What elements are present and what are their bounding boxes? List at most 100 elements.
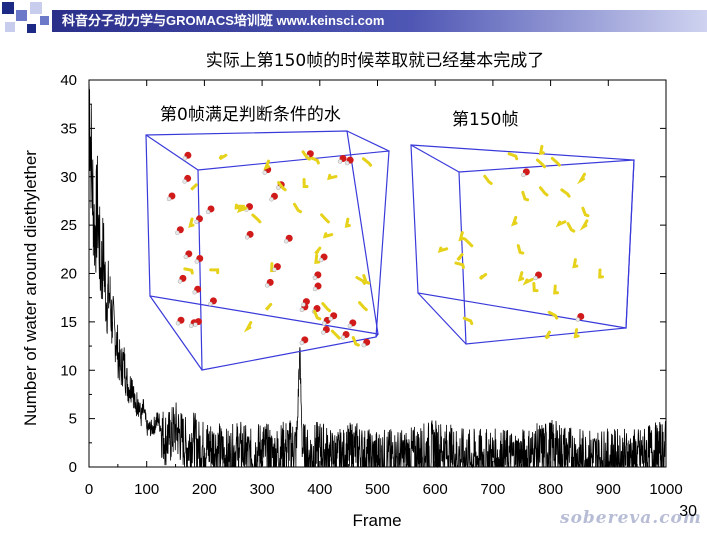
- x-tick-label: 800: [538, 481, 563, 498]
- inset-frame0-water-hydrogen: [194, 259, 199, 264]
- inset-frame0-water-hydrogen: [182, 156, 188, 161]
- header-square-3: [5, 22, 15, 32]
- inset-frame150-ether: [456, 253, 464, 262]
- inset-frame150-ether: [483, 174, 493, 185]
- inset-frame0-water-hydrogen: [205, 209, 211, 215]
- inset-frame0-water-hydrogen: [283, 239, 289, 244]
- x-tick-label: 900: [596, 481, 621, 498]
- inset-frame150-box-front-face: [410, 144, 635, 329]
- inset-frame0-water-hydrogen: [276, 185, 281, 190]
- x-tick-label: 100: [134, 481, 159, 498]
- series-layer: [88, 79, 667, 469]
- inset-frame0-ether: [183, 267, 194, 275]
- y-tick-label: 15: [60, 314, 77, 331]
- inset-frame0-water-hydrogen: [208, 301, 213, 307]
- inset-frame150-ether: [516, 244, 525, 255]
- inset-frame0-ether: [351, 336, 360, 347]
- y-tick-label: 10: [60, 362, 77, 379]
- inset-frame150-water-hydrogen: [533, 275, 538, 281]
- x-tick-label: 500: [365, 481, 390, 498]
- inset-label-frame0: 第0帧满足判断条件的水: [160, 105, 341, 125]
- inset-frame0-water-hydrogen: [272, 267, 277, 272]
- y-tick-label: 35: [60, 120, 77, 137]
- axis-layer: 0 100 200 300 400 500 600 700 800 900 1000 0 5 10 15 20…: [60, 72, 682, 498]
- inset-frame0-ether: [264, 302, 273, 311]
- x-axis-label: Frame: [352, 511, 401, 530]
- y-axis-label: Number of water around diethylether: [21, 150, 40, 426]
- inset-frame150-ether: [532, 282, 539, 293]
- header-square-6: [40, 16, 49, 25]
- inset-frame150-ether: [544, 330, 551, 340]
- inset-frame0-box-edge: [145, 134, 199, 171]
- inset-frame150-ether: [598, 268, 604, 279]
- inset-frame150-ether: [507, 152, 519, 161]
- inset-frame150-box-bg: [407, 141, 630, 332]
- inset-frame150-ether: [573, 328, 580, 339]
- inset-frame150-ether: [522, 277, 534, 286]
- inset-frame150-ether: [478, 272, 488, 280]
- inset-frame0: [142, 130, 390, 371]
- x-tick-label: 200: [192, 481, 217, 498]
- header-square-5: [27, 24, 36, 33]
- page-number: 30: [679, 503, 697, 520]
- slide-title: 实际上第150帧的时候萃取就已经基本完成了: [205, 51, 545, 71]
- inset-frame0-water-hydrogen: [337, 159, 343, 164]
- watermark: sobereva.com: [560, 508, 702, 528]
- header-banner-text: 科音分子动力学与GROMACS培训班 www.keinsci.com: [62, 13, 385, 28]
- inset-frame0-water-hydrogen: [244, 235, 250, 240]
- inset-frame0-water-hydrogen: [166, 196, 172, 202]
- inset-frame0-ether: [344, 217, 351, 228]
- inset-frame0-ether: [301, 150, 311, 161]
- inset-frame150-ether: [437, 246, 449, 253]
- inset-frame150-ether: [579, 219, 589, 231]
- inset-frame0-water-hydrogen: [301, 302, 306, 307]
- x-tick-label: 0: [85, 481, 93, 498]
- inset-frame150-ether: [560, 188, 571, 198]
- inset-frame150: [407, 141, 635, 345]
- inset-frame0-water-hydrogen: [322, 321, 327, 326]
- inset-frame150-ether: [535, 158, 547, 169]
- inset-frame0-ether: [277, 181, 287, 192]
- inset-frame0-water-hydrogen: [328, 316, 333, 321]
- inset-frame0-box-edge: [346, 130, 390, 152]
- inset-frame0-water-hydrogen: [347, 323, 353, 329]
- inset-frame150-ether: [538, 186, 549, 197]
- inset-frame0-ether: [314, 246, 322, 255]
- inset-frame150-ether: [547, 310, 559, 320]
- header-square-4: [30, 2, 42, 14]
- inset-frame0-water-hydrogen: [299, 340, 305, 346]
- inset-frame0-ether: [358, 301, 368, 312]
- inset-frame150-ether: [572, 258, 579, 269]
- inset-frame0-ether: [355, 276, 366, 285]
- inset-frame150-box-edge: [410, 144, 460, 173]
- y-tick-label: 30: [60, 169, 77, 186]
- x-tick-label: 400: [307, 481, 332, 498]
- inset-frame0-water-hydrogen: [321, 330, 326, 335]
- inset-frame0-water-hydrogen: [269, 197, 274, 202]
- inset-frame0-water-hydrogen: [265, 283, 270, 288]
- inset-frame150-ether: [553, 284, 560, 295]
- inset-frame0-water-hydrogen: [183, 254, 189, 260]
- header-banner: [52, 10, 707, 32]
- inset-frame0-water-hydrogen: [318, 257, 324, 263]
- inset-frame0-ether: [292, 202, 302, 214]
- inset-frame150-ether: [517, 271, 525, 282]
- x-tick-label: 300: [250, 481, 275, 498]
- inset-frame0-water-hydrogen: [312, 286, 318, 292]
- x-tick-label: 700: [480, 481, 505, 498]
- header-square-2: [16, 10, 27, 21]
- inset-frame0-water-hydrogen: [361, 342, 366, 348]
- inset-frame0-ether: [209, 268, 220, 275]
- inset-frame0-ether: [302, 177, 309, 189]
- series-line: [88, 79, 667, 469]
- inset-frame0-ether: [309, 156, 320, 165]
- inset-frame0-ether: [314, 253, 321, 265]
- inset-frame0-ether: [322, 232, 334, 239]
- inset-layer: [142, 130, 635, 371]
- inset-frame0-ether: [362, 274, 371, 285]
- inset-frame0-ether: [361, 157, 373, 167]
- x-tick-label: 600: [423, 481, 448, 498]
- inset-frame0-water-hydrogen: [177, 279, 183, 284]
- inset-frame0-box-edge: [149, 295, 203, 371]
- inset-frame0-ether: [320, 213, 330, 224]
